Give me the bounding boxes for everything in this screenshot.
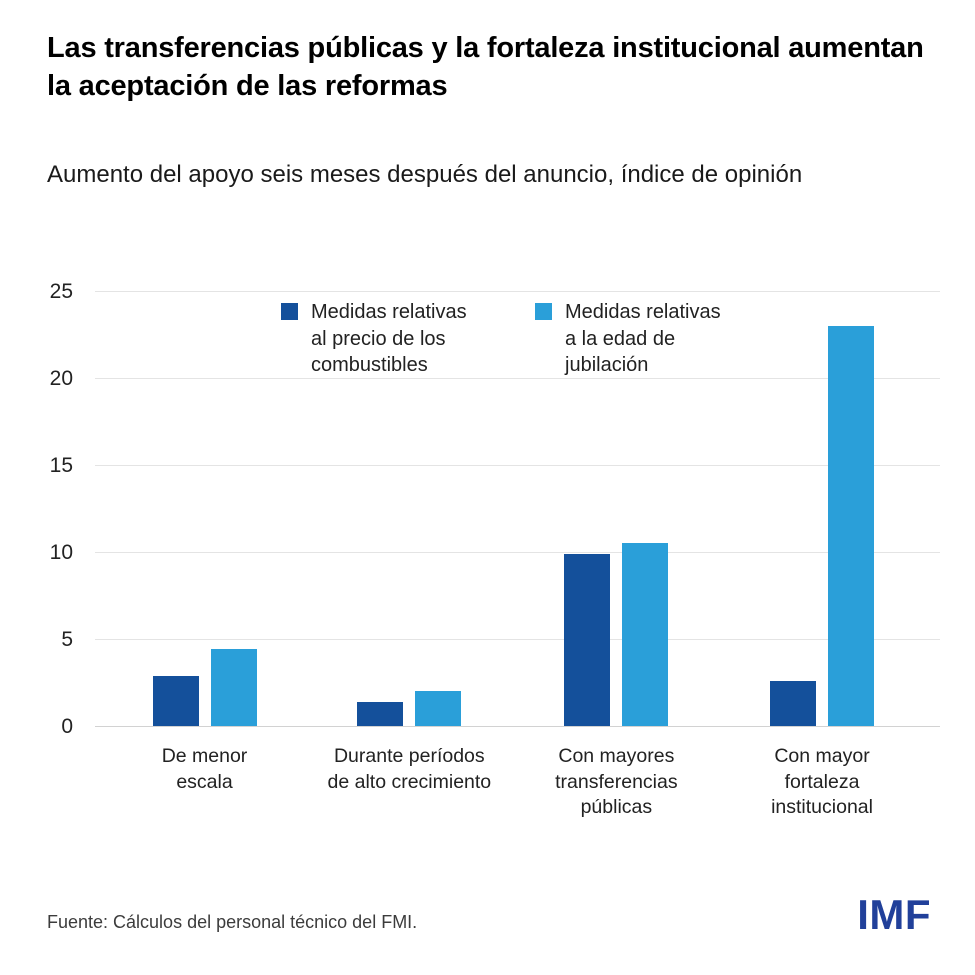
gridline-5	[95, 639, 940, 640]
x-category-label-2: Durante períodos de alto crecimiento	[327, 745, 492, 793]
legend-label-retirement-age-measures: Medidas relativas a la edad de jubilación	[565, 301, 721, 377]
bar-group-2	[357, 691, 462, 726]
y-tick-label-20: 20	[49, 367, 73, 390]
bar-series2-group4	[828, 326, 875, 726]
gridline-20	[95, 378, 940, 379]
imf-logo: IMF	[857, 891, 931, 938]
gridline-0	[95, 726, 940, 727]
y-tick-label-15: 15	[49, 454, 73, 477]
legend-swatch-light-blue	[535, 303, 552, 320]
bar-group-4	[770, 326, 875, 726]
legend-swatch-dark-blue	[281, 303, 298, 320]
chart-title: Las transferencias públicas y la fortale…	[47, 32, 924, 102]
x-category-label-1: De menor escala	[161, 745, 248, 793]
legend-item-retirement-age-measures: Medidas relativas a la edad de jubilación	[535, 299, 721, 379]
x-category-label-3: Con mayores transferencias públicas	[555, 745, 678, 819]
bar-series1-group3	[564, 554, 611, 726]
y-tick-label-10: 10	[49, 541, 73, 564]
bar-group-3	[564, 543, 669, 726]
y-tick-label-25: 25	[49, 280, 73, 303]
source-note: Fuente: Cálculos del personal técnico de…	[47, 912, 418, 932]
chart-subtitle: Aumento del apoyo seis meses después del…	[47, 161, 803, 188]
y-tick-label-5: 5	[61, 628, 73, 651]
plot-area: Medidas relativas al precio de los combust…	[50, 280, 940, 818]
gridline-15	[95, 465, 940, 466]
bar-series1-group1	[152, 676, 199, 726]
y-tick-label-0: 0	[61, 715, 73, 738]
legend-label-fuel-price-measures: Medidas relativas al precio de los combust…	[311, 301, 467, 377]
legend-item-fuel-price-measures: Medidas relativas al precio de los combust…	[281, 299, 467, 379]
bar-series1-group2	[357, 702, 404, 726]
gridline-10	[95, 552, 940, 553]
x-category-label-4: Con mayor fortaleza institucional	[771, 745, 873, 819]
bar-series1-group4	[770, 681, 817, 726]
gridline-25	[95, 291, 940, 292]
bar-group-1	[152, 649, 257, 726]
bar-series2-group1	[210, 649, 257, 726]
bar-series2-group2	[415, 691, 462, 726]
bar-series2-group3	[622, 543, 669, 726]
